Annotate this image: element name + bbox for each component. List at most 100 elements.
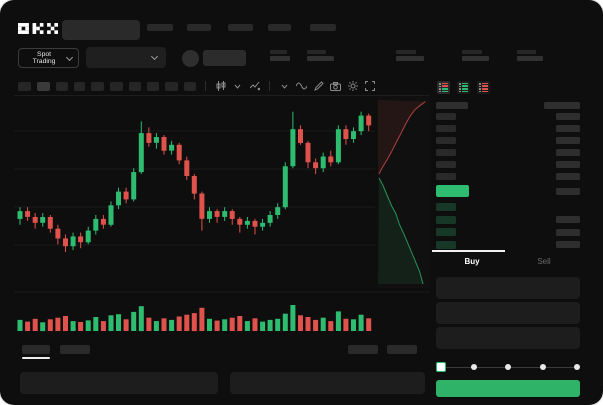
toolbar-separator	[269, 81, 270, 91]
bid-price-bar	[436, 228, 456, 236]
timeframe-button-5[interactable]	[91, 81, 104, 91]
bottom-action-1[interactable]	[348, 345, 378, 354]
chart-canvas[interactable]	[14, 96, 430, 338]
market-type-label: Spot Trading	[32, 51, 56, 65]
stat-value	[396, 56, 424, 61]
instrument-avatar[interactable]	[182, 50, 199, 67]
chevron-down-icon[interactable]	[279, 81, 290, 92]
ask-price-bar	[436, 149, 456, 156]
stat-label	[307, 50, 326, 54]
okx-logo[interactable]	[18, 22, 58, 40]
candle-type-icon[interactable]	[215, 81, 226, 92]
chevron-down-icon	[66, 53, 74, 61]
order-field-1[interactable]	[436, 277, 580, 299]
timeframe-button-4[interactable]	[74, 81, 85, 91]
ask-row[interactable]	[436, 137, 580, 144]
fullscreen-icon[interactable]	[364, 81, 375, 92]
nav-item-2[interactable]	[187, 24, 211, 31]
buy-sell-tabs: Buy Sell	[436, 255, 580, 269]
buy-submit-button[interactable]	[436, 380, 580, 397]
bid-row[interactable]	[436, 228, 580, 236]
slider-stop-75pct[interactable]	[539, 364, 546, 370]
draw-icon[interactable]	[313, 81, 324, 92]
ask-amount-bar	[556, 113, 580, 120]
okx-logo-icon	[18, 23, 58, 34]
slider-stop-50pct[interactable]	[505, 364, 511, 370]
top-navigation	[147, 24, 347, 31]
bid-row[interactable]	[436, 215, 580, 224]
search-input[interactable]	[62, 20, 140, 40]
chevron-down-icon	[150, 52, 159, 61]
timeframe-button-2[interactable]	[37, 81, 50, 91]
ask-amount-bar	[556, 161, 580, 168]
slider-stop-25pct[interactable]	[470, 364, 477, 370]
toolbar-divider	[14, 95, 430, 96]
toggle-bars	[481, 82, 488, 93]
camera-icon[interactable]	[330, 81, 341, 92]
timeframe-button-1[interactable]	[18, 81, 31, 91]
bottom-tab-active-underline	[22, 357, 50, 359]
bottom-action-2[interactable]	[387, 345, 417, 354]
bid-price-bar	[436, 215, 456, 224]
ask-row[interactable]	[436, 173, 580, 180]
stat-label	[396, 50, 416, 54]
book-combined-icon[interactable]	[437, 81, 450, 94]
ask-price-bar	[436, 125, 456, 132]
line-tools-icon[interactable]	[296, 81, 307, 92]
ask-row[interactable]	[436, 113, 580, 120]
amount-slider[interactable]	[436, 361, 580, 373]
timeframe-button-7[interactable]	[129, 81, 141, 91]
bid-amount-bar	[556, 241, 580, 248]
bottom-panel-2	[230, 372, 425, 394]
indicators-icon[interactable]	[249, 81, 260, 92]
last-price-pill	[436, 185, 469, 197]
timeframe-button-6[interactable]	[110, 81, 123, 91]
tab-sell[interactable]: Sell	[537, 257, 551, 266]
tab-buy[interactable]: Buy	[464, 257, 480, 266]
pair-selector[interactable]	[86, 47, 166, 68]
ticker-stat-2	[307, 50, 334, 61]
chevron-down-icon[interactable]	[232, 81, 243, 92]
book-asks-only-icon[interactable]	[477, 81, 490, 94]
last-price-row[interactable]	[436, 185, 580, 197]
bottom-tab-1[interactable]	[22, 345, 50, 354]
orderbook-header	[436, 102, 580, 109]
header-action-button[interactable]	[203, 50, 246, 66]
stat-value	[462, 56, 489, 61]
order-field-3[interactable]	[436, 327, 580, 349]
ticker-stat-4	[462, 50, 489, 61]
active-tab-indicator	[432, 250, 505, 252]
timeframe-button-9[interactable]	[165, 81, 178, 91]
bid-row[interactable]	[436, 240, 580, 249]
nav-item-1[interactable]	[147, 24, 173, 31]
ask-price-bar	[436, 173, 456, 180]
nav-item-4[interactable]	[268, 24, 291, 31]
nav-item-3[interactable]	[228, 24, 253, 31]
ask-row[interactable]	[436, 149, 580, 156]
slider-stop-0pct[interactable]	[436, 362, 446, 372]
book-bids-only-icon[interactable]	[457, 81, 470, 94]
timeframe-button-8[interactable]	[147, 81, 159, 91]
bottom-tab-2[interactable]	[60, 345, 90, 354]
bid-row[interactable]	[436, 203, 580, 211]
stat-value	[270, 56, 290, 61]
ticker-stat-5	[517, 50, 543, 61]
nav-item-5[interactable]	[310, 24, 336, 31]
timeframe-button-3[interactable]	[56, 81, 68, 91]
bid-amount-bar	[556, 216, 580, 223]
chart-toolbar	[18, 80, 375, 92]
settings-icon[interactable]	[347, 81, 358, 92]
order-field-2[interactable]	[436, 302, 580, 324]
toggle-dots	[479, 83, 481, 92]
order-form-fields	[436, 277, 580, 349]
ask-row[interactable]	[436, 161, 580, 168]
slider-stop-100pct[interactable]	[574, 364, 580, 370]
toggle-dots	[459, 83, 461, 92]
bid-price-bar	[436, 203, 456, 211]
timeframe-button-10[interactable]	[184, 81, 196, 91]
ask-row[interactable]	[436, 125, 580, 132]
ticker-stat-3	[396, 50, 424, 61]
market-type-selector[interactable]: Spot Trading	[18, 48, 79, 68]
stat-label	[270, 50, 287, 54]
